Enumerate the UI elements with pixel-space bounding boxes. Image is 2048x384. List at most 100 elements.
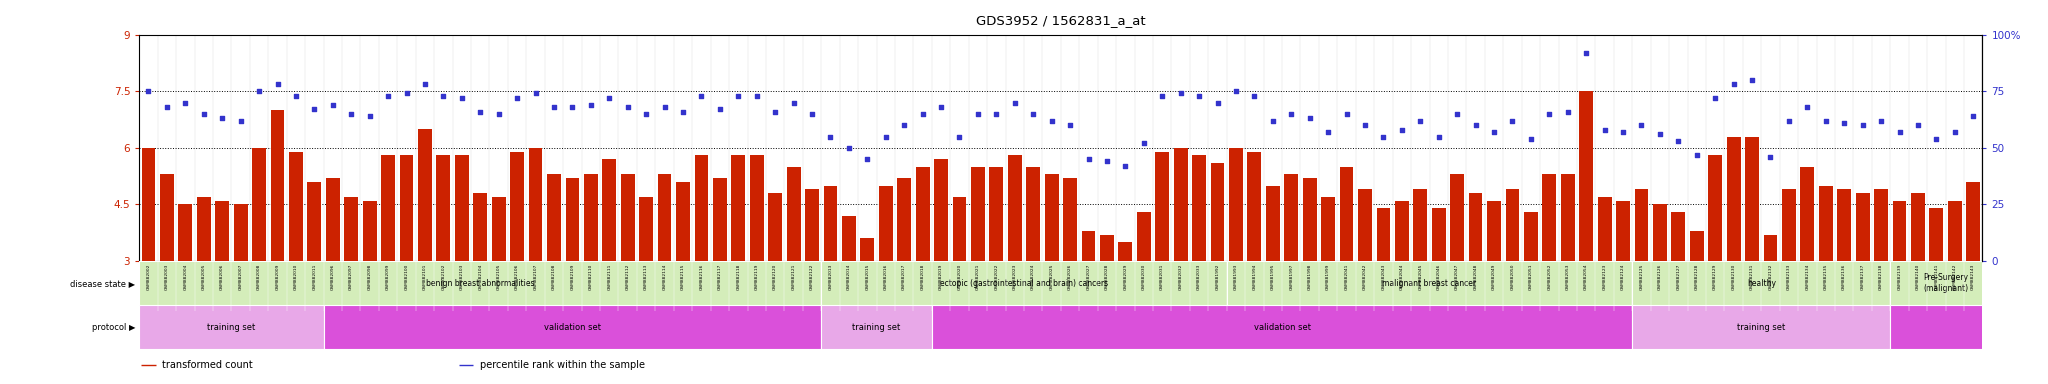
Text: GSM882140: GSM882140 xyxy=(1917,264,1919,290)
Bar xyxy=(639,197,653,261)
Point xyxy=(905,111,938,117)
Point xyxy=(1184,93,1217,99)
Text: GSM882007: GSM882007 xyxy=(240,264,242,290)
Text: GSM882130: GSM882130 xyxy=(1733,264,1735,290)
Bar xyxy=(1118,242,1133,261)
Bar xyxy=(160,174,174,261)
Text: GSM882135: GSM882135 xyxy=(1825,264,1827,290)
Text: GSM881992: GSM881992 xyxy=(1217,264,1219,290)
Bar xyxy=(307,182,322,261)
Point xyxy=(1331,111,1364,117)
Point xyxy=(1956,113,1989,119)
Text: malignant breast cancer: malignant breast cancer xyxy=(1382,279,1477,288)
Point xyxy=(170,99,201,106)
Text: GSM882129: GSM882129 xyxy=(1714,264,1716,290)
Text: GSM882002: GSM882002 xyxy=(147,264,150,290)
Text: GSM882121: GSM882121 xyxy=(793,264,795,290)
Bar xyxy=(1137,212,1151,261)
Text: GSM881998: GSM881998 xyxy=(1309,264,1311,290)
Point xyxy=(852,156,885,162)
Text: GSM882028: GSM882028 xyxy=(1106,264,1108,290)
Point xyxy=(741,93,774,99)
Bar xyxy=(473,193,487,261)
Text: GSM882018: GSM882018 xyxy=(922,264,924,290)
Text: GSM882019: GSM882019 xyxy=(940,264,942,290)
Bar xyxy=(823,185,838,261)
Text: GSM882033: GSM882033 xyxy=(1198,264,1200,290)
Point xyxy=(594,95,627,101)
Bar xyxy=(1155,152,1169,261)
Bar xyxy=(1726,137,1741,261)
Point xyxy=(152,104,184,110)
Bar xyxy=(1266,185,1280,261)
Point xyxy=(446,95,479,101)
Bar xyxy=(897,178,911,261)
Point xyxy=(188,111,221,117)
Bar xyxy=(602,159,616,261)
Point xyxy=(1016,111,1049,117)
Bar xyxy=(139,305,324,349)
Bar xyxy=(1892,201,1907,261)
Point xyxy=(1053,122,1085,128)
Text: GSM882134: GSM882134 xyxy=(1806,264,1808,290)
Text: GSM882022: GSM882022 xyxy=(995,264,997,290)
Text: GSM882045: GSM882045 xyxy=(1419,264,1421,290)
Point xyxy=(778,99,811,106)
Bar xyxy=(1081,231,1096,261)
Bar xyxy=(821,305,932,349)
Text: GSM882051: GSM882051 xyxy=(1530,264,1532,290)
Point xyxy=(1405,118,1438,124)
Bar xyxy=(1671,212,1686,261)
Bar xyxy=(934,159,948,261)
Text: GSM882119: GSM882119 xyxy=(756,264,758,290)
Text: GSM882136: GSM882136 xyxy=(1843,264,1845,290)
Bar xyxy=(1100,235,1114,261)
Bar xyxy=(1819,185,1833,261)
Text: transformed count: transformed count xyxy=(162,360,254,370)
Bar xyxy=(713,178,727,261)
Text: GSM882104: GSM882104 xyxy=(479,264,481,290)
Point xyxy=(721,93,754,99)
Point xyxy=(1937,129,1970,135)
Bar xyxy=(1432,208,1446,261)
Text: GSM881999: GSM881999 xyxy=(1327,264,1329,290)
Bar xyxy=(1800,167,1815,261)
Point xyxy=(813,134,848,140)
Bar xyxy=(215,201,229,261)
Point xyxy=(1200,99,1233,106)
Point xyxy=(1642,131,1675,137)
Point xyxy=(1716,81,1749,88)
Point xyxy=(758,109,791,115)
Text: GSM882112: GSM882112 xyxy=(627,264,629,290)
Text: GSM882024: GSM882024 xyxy=(1032,264,1034,290)
Bar xyxy=(694,156,709,261)
Point xyxy=(1348,122,1380,128)
Bar xyxy=(952,197,967,261)
Bar xyxy=(324,305,821,349)
Bar xyxy=(326,178,340,261)
Text: GSM882113: GSM882113 xyxy=(645,264,647,290)
Point xyxy=(1368,134,1401,140)
Point xyxy=(1034,118,1069,124)
Text: GSM882030: GSM882030 xyxy=(1143,264,1145,290)
Bar xyxy=(2001,261,2048,305)
Text: GSM882143: GSM882143 xyxy=(1972,264,1974,290)
Text: GSM882029: GSM882029 xyxy=(1124,264,1126,290)
Point xyxy=(1163,90,1196,96)
Text: GSM882115: GSM882115 xyxy=(682,264,684,290)
Text: GSM882103: GSM882103 xyxy=(461,264,463,290)
Text: GSM882138: GSM882138 xyxy=(1880,264,1882,290)
Bar xyxy=(1210,163,1225,261)
Text: GSM882017: GSM882017 xyxy=(903,264,905,290)
Text: GSM881994: GSM881994 xyxy=(1253,264,1255,290)
Bar xyxy=(584,174,598,261)
Bar xyxy=(915,167,930,261)
Point xyxy=(573,102,606,108)
Point xyxy=(408,81,442,88)
Bar xyxy=(676,182,690,261)
Text: GSM882139: GSM882139 xyxy=(1898,264,1901,290)
Text: protocol ▶: protocol ▶ xyxy=(92,323,135,332)
Point xyxy=(205,115,240,121)
Bar xyxy=(399,156,414,261)
Bar xyxy=(197,197,211,261)
